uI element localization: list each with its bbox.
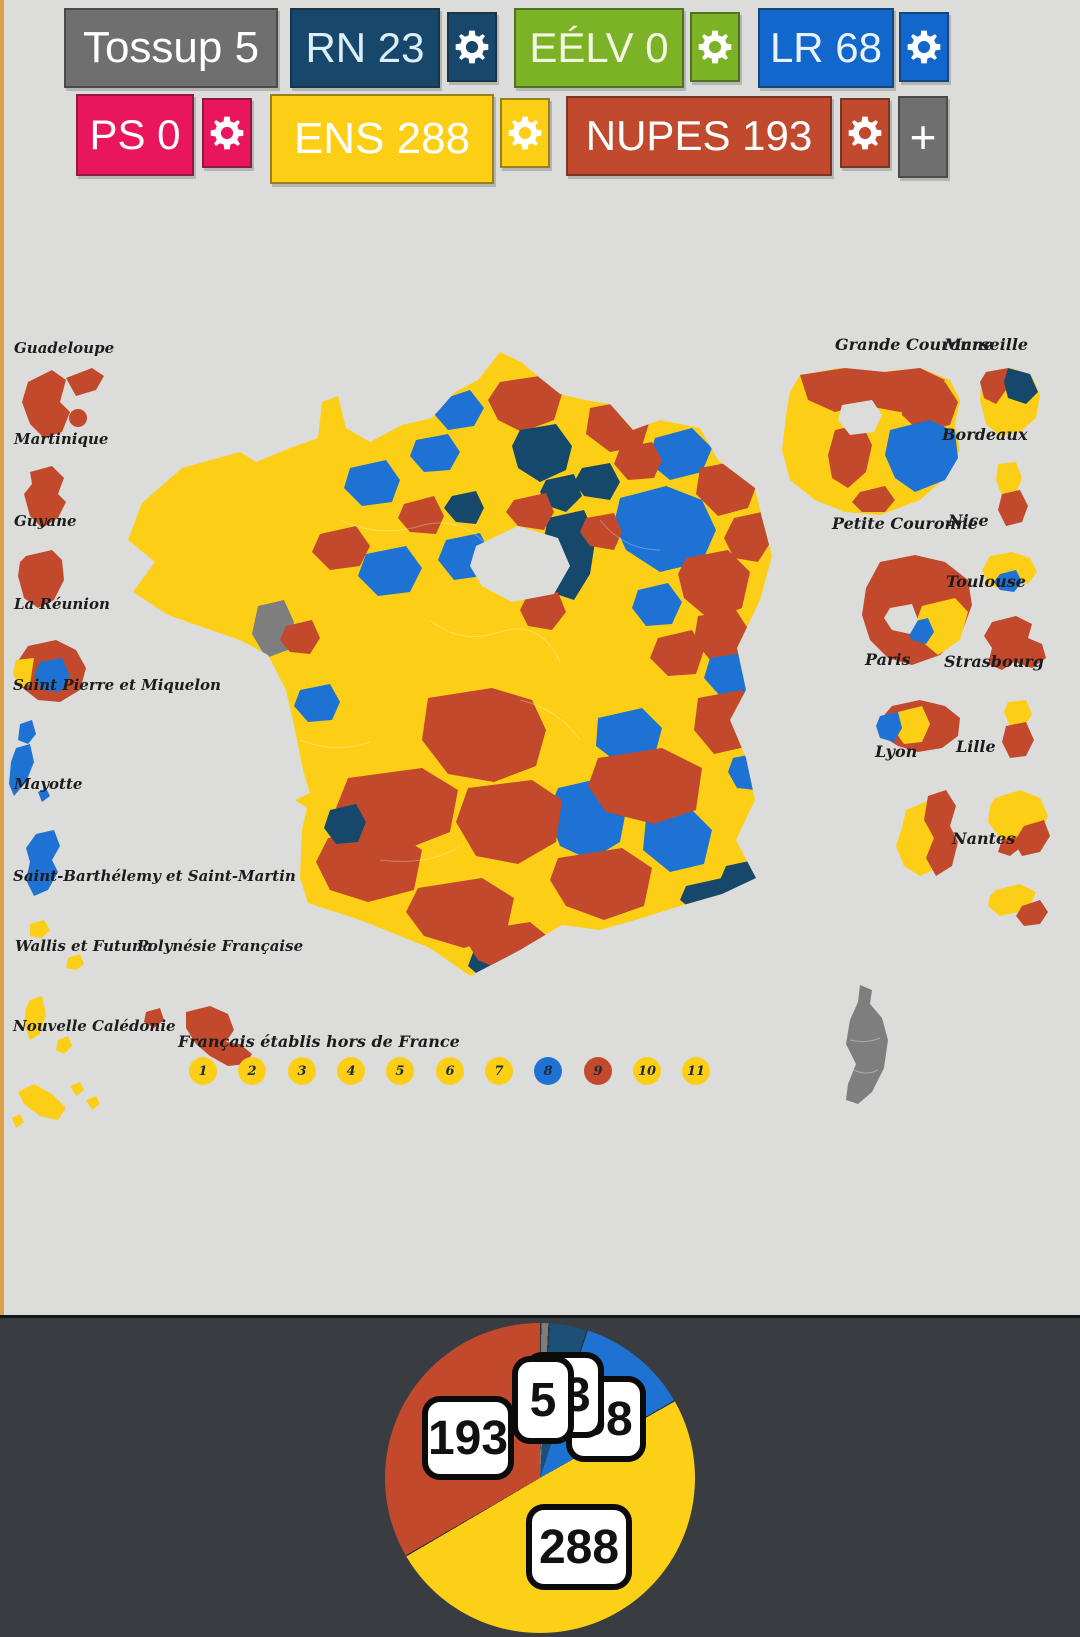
label-martinique: Martinique: [14, 430, 109, 448]
inset-lyon[interactable]: [896, 790, 958, 876]
fehf-district-3[interactable]: 3: [288, 1057, 316, 1085]
pie-label-tossup: 5: [512, 1356, 574, 1444]
fehf-district-1[interactable]: 1: [189, 1057, 217, 1085]
fehf-district-7[interactable]: 7: [485, 1057, 513, 1085]
label-saint-pierre-et-miquelon: Saint Pierre et Miquelon: [13, 676, 221, 694]
inset-la-reunion[interactable]: [13, 640, 86, 702]
settings-gear-icon: [210, 116, 244, 150]
party-button-ens[interactable]: ENS 288: [270, 94, 494, 184]
rn-settings-button[interactable]: [447, 12, 497, 82]
lr-settings-button[interactable]: [899, 12, 949, 82]
inset-polynesie-francaise[interactable]: [144, 1006, 252, 1066]
party-button-label: LR 68: [769, 24, 883, 71]
inset-wallis-et-futuna[interactable]: [24, 996, 72, 1054]
fehf-district-5[interactable]: 5: [386, 1057, 414, 1085]
label-marseille: Marseille: [944, 335, 1029, 354]
label-nouvelle-caledonie: Nouvelle Calédonie: [13, 1017, 176, 1035]
party-button-label: NUPES 193: [585, 112, 813, 159]
nupes-settings-button[interactable]: [840, 98, 890, 168]
label-guadeloupe: Guadeloupe: [14, 339, 115, 357]
label-strasbourg: Strasbourg: [944, 652, 1044, 671]
party-button-label: Tossup 5: [82, 23, 260, 72]
fehf-district-6[interactable]: 6: [436, 1057, 464, 1085]
label-polynesie-francaise: Polynésie Française: [137, 937, 304, 955]
inset-paris[interactable]: [876, 700, 960, 752]
ens-settings-button[interactable]: [500, 98, 550, 168]
inset-toulouse[interactable]: [984, 616, 1046, 670]
ps-settings-button[interactable]: [202, 98, 252, 168]
party-button-lr[interactable]: LR 68: [758, 8, 894, 88]
fehf-district-11[interactable]: 11: [682, 1057, 710, 1085]
settings-gear-icon: [698, 30, 732, 64]
label-guyane: Guyane: [14, 512, 77, 530]
inset-mayotte[interactable]: [26, 830, 60, 896]
label-toulouse: Toulouse: [946, 572, 1026, 591]
mainland-france[interactable]: [128, 352, 772, 980]
label-wallis-et-futuna: Wallis et Futuna: [15, 937, 153, 955]
fehf-district-9[interactable]: 9: [584, 1057, 612, 1085]
inset-guyane[interactable]: [18, 550, 64, 608]
add-party-button[interactable]: +: [898, 96, 948, 178]
party-button-tossup[interactable]: Tossup 5: [64, 8, 278, 88]
inset-petite-couronne[interactable]: [862, 555, 972, 665]
inset-guadeloupe[interactable]: [22, 368, 104, 438]
label-grande-couronne: Grande Couronne: [835, 335, 994, 354]
party-button-label: ENS 288: [293, 114, 471, 163]
settings-gear-icon: [907, 30, 941, 64]
pie-label-nupes: 193: [422, 1396, 514, 1480]
fehf-district-10[interactable]: 10: [633, 1057, 661, 1085]
inset-bordeaux[interactable]: [996, 462, 1028, 526]
party-button-label: PS 0: [89, 111, 181, 158]
inset-nantes[interactable]: [988, 884, 1048, 926]
pie-label-ens: 288: [526, 1504, 632, 1590]
label-petite-couronne: Petite Couronne: [832, 514, 978, 533]
inset-corse[interactable]: [846, 985, 888, 1104]
inset-lille[interactable]: [988, 790, 1050, 856]
inset-nouvelle-caledonie[interactable]: [12, 1082, 100, 1128]
inset-nice[interactable]: [982, 552, 1037, 592]
map-area: Tossup 5 RN 23 EÉLV 0 LR 68 PS 0 ENS 288: [0, 0, 1080, 1315]
party-button-label: EÉLV 0: [529, 24, 669, 71]
label-nantes: Nantes: [952, 829, 1016, 848]
label-paris: Paris: [865, 650, 911, 669]
label-nice: Nice: [948, 511, 989, 530]
settings-gear-icon: [848, 116, 882, 150]
fehf-district-4[interactable]: 4: [337, 1057, 365, 1085]
inset-strasbourg[interactable]: [1002, 700, 1034, 758]
inset-martinique[interactable]: [24, 466, 66, 528]
party-button-eelv[interactable]: EÉLV 0: [514, 8, 684, 88]
settings-gear-icon: [508, 116, 542, 150]
party-button-ps[interactable]: PS 0: [76, 94, 194, 176]
label-mayotte: Mayotte: [14, 775, 83, 793]
party-button-nupes[interactable]: NUPES 193: [566, 96, 832, 176]
plus-icon: +: [909, 111, 937, 163]
label-lille: Lille: [956, 737, 996, 756]
label-la-reunion: La Réunion: [14, 595, 110, 613]
fehf-district-2[interactable]: 2: [238, 1057, 266, 1085]
left-accent-strip: [0, 0, 4, 1315]
settings-gear-icon: [455, 30, 489, 64]
label-lyon: Lyon: [875, 742, 918, 761]
label-saint-barthelemy-et-saint-martin: Saint-Barthélemy et Saint-Martin: [13, 867, 296, 885]
label-francais-etablis-hors-de-france: Français établis hors de France: [178, 1032, 460, 1051]
france-constituency-map[interactable]: [0, 0, 1080, 1315]
inset-saint-barthelemy-et-saint-martin[interactable]: [30, 920, 84, 970]
label-bordeaux: Bordeaux: [942, 425, 1028, 444]
fehf-district-8[interactable]: 8: [534, 1057, 562, 1085]
inset-saint-pierre-et-miquelon[interactable]: [9, 720, 50, 802]
party-button-rn[interactable]: RN 23: [290, 8, 440, 88]
inset-marseille[interactable]: [980, 368, 1040, 436]
inset-grande-couronne[interactable]: [782, 368, 960, 515]
party-button-label: RN 23: [305, 24, 425, 71]
eelv-settings-button[interactable]: [690, 12, 740, 82]
